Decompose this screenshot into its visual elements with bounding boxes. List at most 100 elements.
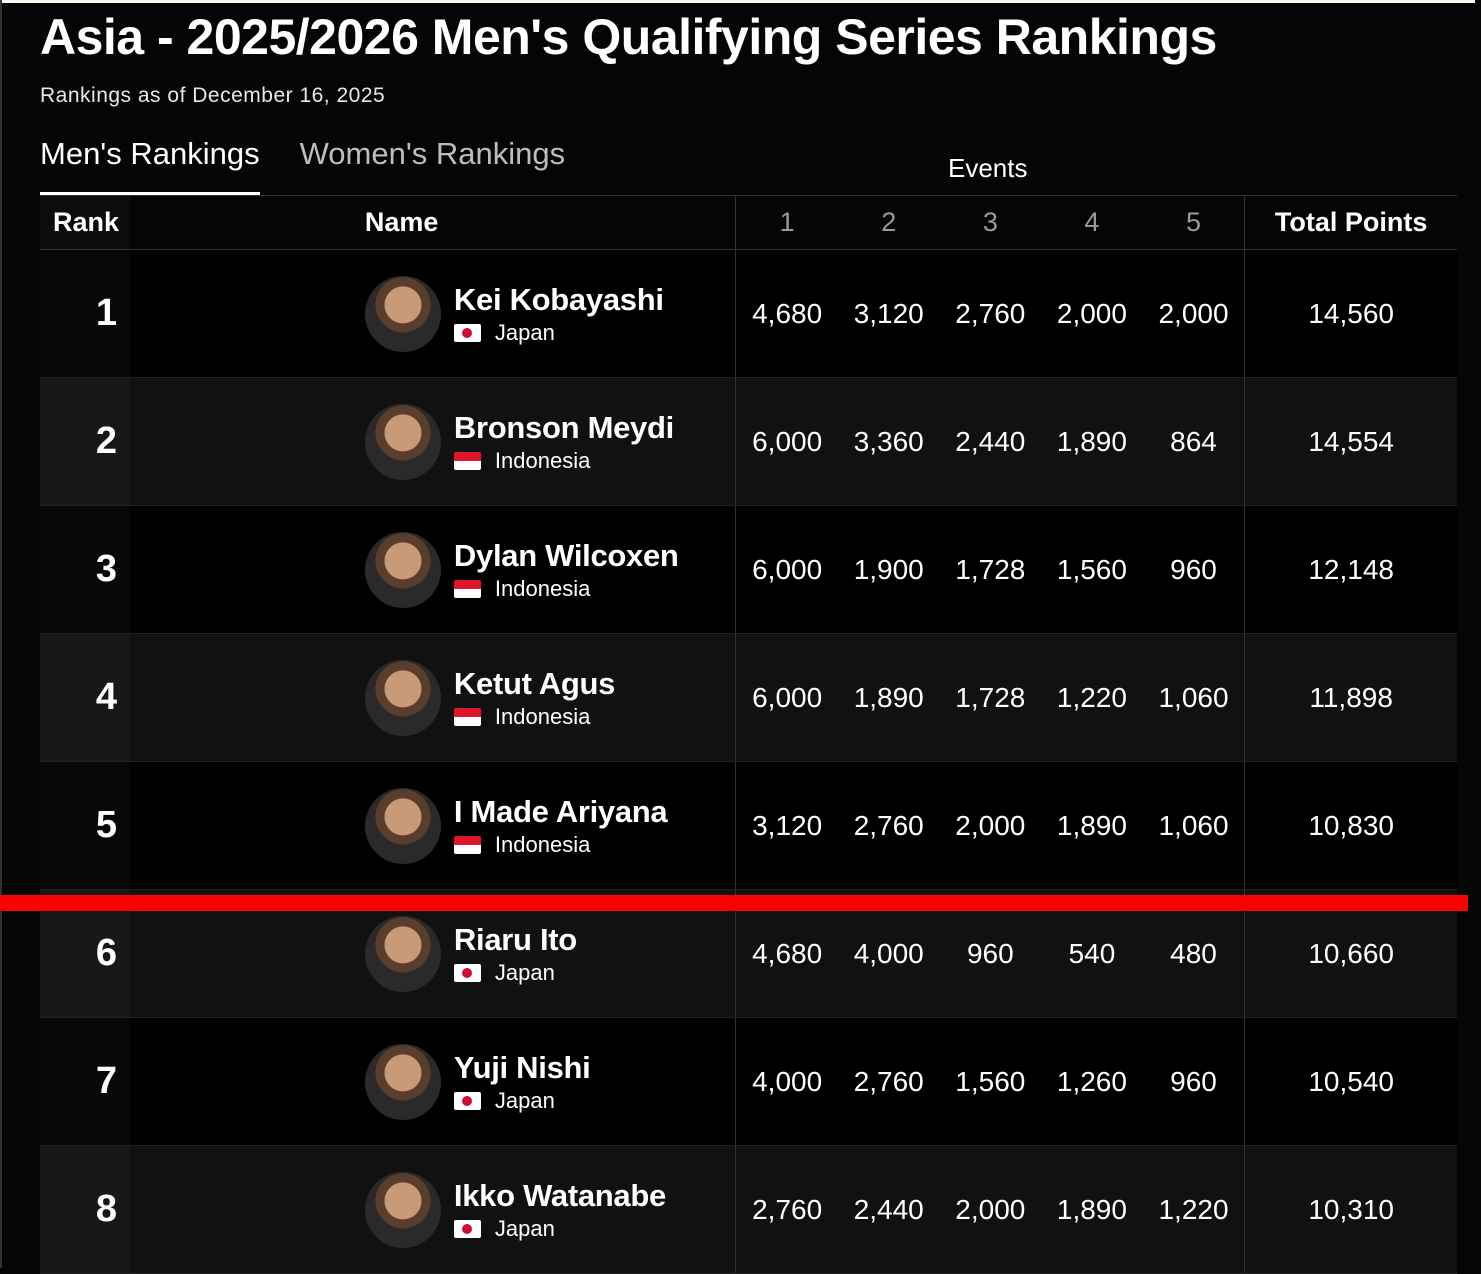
- event-2-points: 1,890: [853, 681, 924, 713]
- indonesia-flag-icon: [453, 451, 481, 470]
- page-title: Asia - 2025/2026 Men's Qualifying Series…: [40, 9, 1217, 65]
- event-5-points: 960: [1170, 1065, 1217, 1097]
- rank: 3: [40, 506, 130, 633]
- event-5-points: 2,000: [1158, 297, 1229, 329]
- event-4-points: 1,220: [1056, 681, 1127, 713]
- table-row[interactable]: 7 Yuji Nishi Japan 4,000 2,760 1,560 1,260 9…: [40, 1018, 1457, 1146]
- table-row[interactable]: 2 Bronson Meydi Indonesia 6,000 3,360 2,44…: [40, 378, 1457, 506]
- event-4-points: 1,890: [1056, 425, 1127, 457]
- event-5-points: 1,220: [1158, 1193, 1229, 1225]
- total-points: 14,554: [1244, 378, 1457, 505]
- event-1-points: 4,680: [752, 297, 823, 329]
- event-4-points: 1,260: [1056, 1065, 1127, 1097]
- tab-mens-rankings[interactable]: Men's Rankings: [40, 136, 260, 196]
- avatar: [364, 531, 441, 608]
- surfer-name[interactable]: Dylan Wilcoxen: [453, 537, 679, 573]
- country-name: Japan: [494, 1087, 555, 1113]
- japan-flag-icon: [453, 1219, 481, 1238]
- country-name: Japan: [494, 959, 555, 985]
- event-5-points: 480: [1170, 937, 1217, 969]
- event-1-points: 4,000: [752, 1065, 823, 1097]
- qualification-cutoff-line: [0, 895, 1468, 911]
- avatar: [364, 659, 441, 736]
- surfer-name[interactable]: Kei Kobayashi: [453, 281, 664, 317]
- surfer-name[interactable]: Yuji Nishi: [453, 1049, 591, 1085]
- event-3-points: 960: [966, 937, 1014, 969]
- table-row[interactable]: 4 Ketut Agus Indonesia 6,000 1,890 1,728 1,…: [40, 634, 1457, 762]
- table-row[interactable]: 6 Riaru Ito Japan 4,680 4,000 960 540 480 10…: [40, 890, 1457, 1018]
- event-3-points: 2,440: [955, 425, 1026, 457]
- avatar: [364, 915, 441, 992]
- surfer-name[interactable]: Ikko Watanabe: [453, 1177, 666, 1213]
- country-name: Indonesia: [494, 447, 591, 473]
- japan-flag-icon: [453, 963, 481, 982]
- table-row[interactable]: 8 Ikko Watanabe Japan 2,760 2,440 2,000 1,8…: [40, 1146, 1457, 1274]
- event-1-points: 6,000: [752, 553, 823, 585]
- rank: 2: [40, 378, 130, 505]
- table-row[interactable]: 1 Kei Kobayashi Japan 4,680 3,120 2,760 2,0…: [40, 250, 1457, 378]
- country-name: Indonesia: [494, 831, 591, 857]
- header-event-5: 5: [1186, 207, 1202, 237]
- events-group-label: Events: [948, 153, 1028, 183]
- event-3-points: 2,000: [955, 809, 1026, 841]
- avatar: [364, 1171, 441, 1248]
- rank: 8: [40, 1146, 130, 1273]
- rank: 1: [40, 250, 130, 377]
- rankings-table: Rank Name 1 2 3 4 5 Total Points 1 Kei K…: [40, 195, 1457, 1274]
- total-points: 10,830: [1244, 762, 1457, 889]
- event-2-points: 2,760: [853, 809, 924, 841]
- indonesia-flag-icon: [453, 579, 481, 598]
- event-2-points: 2,760: [853, 1065, 924, 1097]
- rank: 4: [40, 634, 130, 761]
- total-points: 12,148: [1244, 506, 1457, 633]
- event-1-points: 4,680: [752, 937, 823, 969]
- event-3-points: 2,760: [955, 297, 1026, 329]
- indonesia-flag-icon: [453, 835, 481, 854]
- rankings-date: Rankings as of December 16, 2025: [40, 84, 386, 107]
- event-1-points: 6,000: [752, 425, 823, 457]
- event-3-points: 1,728: [955, 553, 1026, 585]
- surfer-name[interactable]: Bronson Meydi: [453, 409, 674, 445]
- event-2-points: 2,440: [853, 1193, 924, 1225]
- event-4-points: 1,890: [1056, 1193, 1127, 1225]
- table-header: Rank Name 1 2 3 4 5 Total Points: [40, 196, 1457, 250]
- ranking-tabs: Men's Rankings Women's Rankings: [40, 136, 605, 196]
- avatar: [364, 275, 441, 352]
- table-row[interactable]: 5 I Made Ariyana Indonesia 3,120 2,760 2,0…: [40, 762, 1457, 890]
- avatar: [364, 403, 441, 480]
- total-points: 11,898: [1244, 634, 1457, 761]
- event-5-points: 1,060: [1158, 681, 1229, 713]
- header-rank: Rank: [40, 196, 130, 249]
- avatar: [364, 1043, 441, 1120]
- event-2-points: 3,360: [853, 425, 924, 457]
- event-5-points: 1,060: [1158, 809, 1229, 841]
- country-name: Japan: [494, 1215, 555, 1241]
- total-points: 10,540: [1244, 1018, 1457, 1145]
- avatar: [364, 787, 441, 864]
- japan-flag-icon: [453, 323, 481, 342]
- indonesia-flag-icon: [453, 707, 481, 726]
- surfer-name[interactable]: Riaru Ito: [453, 921, 577, 957]
- header-event-3: 3: [982, 207, 998, 237]
- top-border: [0, 0, 1475, 3]
- event-4-points: 2,000: [1056, 297, 1127, 329]
- event-2-points: 1,900: [853, 553, 924, 585]
- event-4-points: 1,890: [1056, 809, 1127, 841]
- event-5-points: 960: [1170, 553, 1217, 585]
- table-row[interactable]: 3 Dylan Wilcoxen Indonesia 6,000 1,900 1,7…: [40, 506, 1457, 634]
- event-4-points: 540: [1068, 937, 1116, 969]
- header-event-1: 1: [779, 207, 795, 237]
- country-name: Japan: [494, 319, 555, 345]
- event-2-points: 3,120: [853, 297, 924, 329]
- left-border: [0, 0, 2, 1268]
- rank: 6: [40, 890, 130, 1017]
- rank: 5: [40, 762, 130, 889]
- surfer-name[interactable]: I Made Ariyana: [453, 793, 668, 829]
- event-1-points: 3,120: [752, 809, 823, 841]
- surfer-name[interactable]: Ketut Agus: [453, 665, 616, 701]
- event-3-points: 1,560: [955, 1065, 1026, 1097]
- header-name: Name: [130, 196, 737, 249]
- rank: 7: [40, 1018, 130, 1145]
- tab-womens-rankings[interactable]: Women's Rankings: [299, 136, 566, 171]
- total-points: 10,660: [1244, 890, 1457, 1017]
